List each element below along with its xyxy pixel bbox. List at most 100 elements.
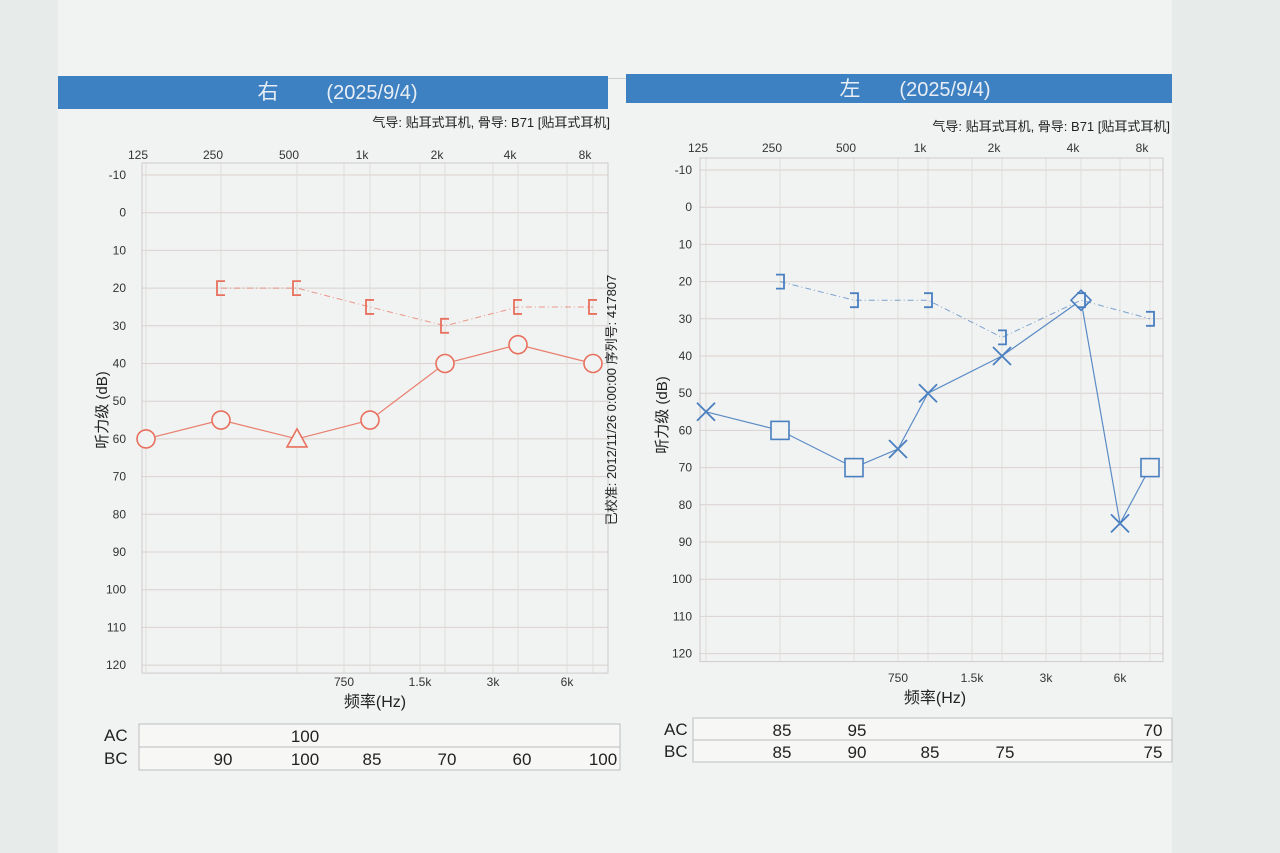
y-tick-label: 40 [679,349,693,363]
y-tick-label: 80 [113,507,127,521]
circle-marker [508,334,528,355]
bracket-marker [292,280,301,296]
table-cell: 85 [773,721,792,740]
x-bottom-tick-label: 1.5k [961,671,985,685]
y-tick-label: 70 [679,461,693,475]
table-row [138,723,621,748]
bracket-marker [440,317,449,334]
y-tick-label: 30 [679,312,693,326]
table-cell: 70 [438,750,457,769]
table-cell: 100 [589,750,617,769]
right-header-date: (2025/9/4) [326,82,417,104]
y-tick-label: 110 [107,620,126,634]
circle-marker [360,410,380,430]
table-row-label: BC [664,742,688,761]
right-x-axis-label: 频率(Hz) [344,693,406,711]
table-cell: 75 [1144,743,1163,762]
bracket-marker [365,299,374,315]
x-top-tick-label: 250 [203,148,223,162]
x-top-tick-label: 4k [504,148,518,162]
table-cell: 70 [1144,721,1163,740]
circle-marker [435,353,455,374]
right-ear-panel: 右 (2025/9/4) 气导: 贴耳式耳机, 骨导: B71 [贴耳式耳机] … [58,76,610,711]
y-tick-label: 0 [685,200,692,214]
plot-frame [699,157,1164,663]
x-top-tick-label: 250 [762,141,782,155]
x-bottom-tick-label: 750 [888,671,908,685]
right-y-axis-label: 听力级 (dB) [94,371,111,449]
y-tick-label: -10 [109,168,127,182]
x-top-tick-label: 2k [431,148,445,162]
table-cell: 85 [773,743,792,762]
y-tick-label: 90 [113,545,127,559]
circle-marker [583,353,603,374]
y-tick-label: 70 [113,470,127,484]
circle-marker [136,429,156,449]
bracket-marker [1146,310,1155,327]
x-bottom-tick-label: 1.5k [409,675,433,689]
right-header-label: 右 [258,81,279,104]
y-tick-label: 50 [679,386,693,400]
cross-marker [992,346,1012,366]
table-cell: 100 [291,727,319,746]
square-marker [770,420,790,441]
table-row-label: BC [104,749,128,768]
grid [141,162,609,674]
x-bottom-tick-label: 3k [487,675,501,689]
bracket-marker [513,299,522,315]
table-cell: 85 [363,750,382,769]
bone-conduction-line [221,287,593,327]
y-tick-label: 40 [113,357,127,371]
table-cell: 90 [214,750,233,769]
x-top-tick-label: 4k [1067,141,1081,155]
right-plot: -10 0 10 20 30 40 50 60 70 80 90 100 110 120 125 250 500… [106,148,609,689]
y-tick-label: 0 [119,206,126,220]
x-top-tick-label: 8k [579,148,593,162]
table-cell: 90 [848,743,867,762]
square-marker [1140,457,1160,478]
x-bottom-tick-label: 6k [561,675,575,689]
cross-marker [918,383,938,403]
y-tick-label: 60 [113,432,127,446]
y-tick-label: 50 [113,394,127,408]
y-tick-label: 100 [672,572,692,586]
bracket-marker [850,292,859,309]
triangle-marker [285,427,309,448]
x-top-tick-label: 125 [128,148,148,162]
y-tick-label: 20 [113,281,127,295]
left-header-date: (2025/9/4) [899,79,990,101]
left-x-axis-label: 频率(Hz) [904,689,966,707]
table-cell: 60 [513,750,532,769]
y-tick-label: 20 [679,275,693,289]
bracket-marker [588,299,597,315]
left-header-label: 左 [840,78,861,101]
table-cell: 85 [921,743,940,762]
right-masking-table: AC 100 BC 90 100 85 70 60 100 [104,723,621,771]
x-top-tick-label: 1k [914,141,928,155]
table-row [138,746,621,771]
y-tick-label: 110 [673,609,692,623]
sheet-divider [58,78,1172,79]
x-top-tick-label: 500 [836,141,856,155]
table-cell: 100 [291,750,319,769]
left-plot: -10 0 10 20 30 40 50 60 70 80 90 100 110 120 125 250 500… [672,141,1164,685]
left-header-bar [626,74,1172,103]
bracket-marker [216,280,225,296]
bracket-marker [998,329,1007,346]
table-cell: 95 [848,721,867,740]
x-top-tick-label: 2k [988,141,1002,155]
y-tick-label: 10 [679,237,693,251]
cross-marker [888,439,908,459]
bracket-marker [776,273,785,290]
left-masking-table: AC 85 95 70 BC 85 90 85 75 75 [664,717,1173,763]
calibration-note: 已校准: 2012/11/26 0:00:00 序列号: 417807 [604,275,619,526]
bracket-marker [1077,292,1086,309]
x-bottom-tick-label: 6k [1114,671,1128,685]
x-top-tick-label: 8k [1136,141,1150,155]
table-cell: 75 [996,743,1015,762]
cross-marker [1110,513,1130,534]
right-transducer-note: 气导: 贴耳式耳机, 骨导: B71 [贴耳式耳机] [372,115,610,130]
report-sheet [58,0,1172,853]
left-transducer-note: 气导: 贴耳式耳机, 骨导: B71 [贴耳式耳机] [932,119,1170,134]
y-tick-label: -10 [675,163,693,177]
